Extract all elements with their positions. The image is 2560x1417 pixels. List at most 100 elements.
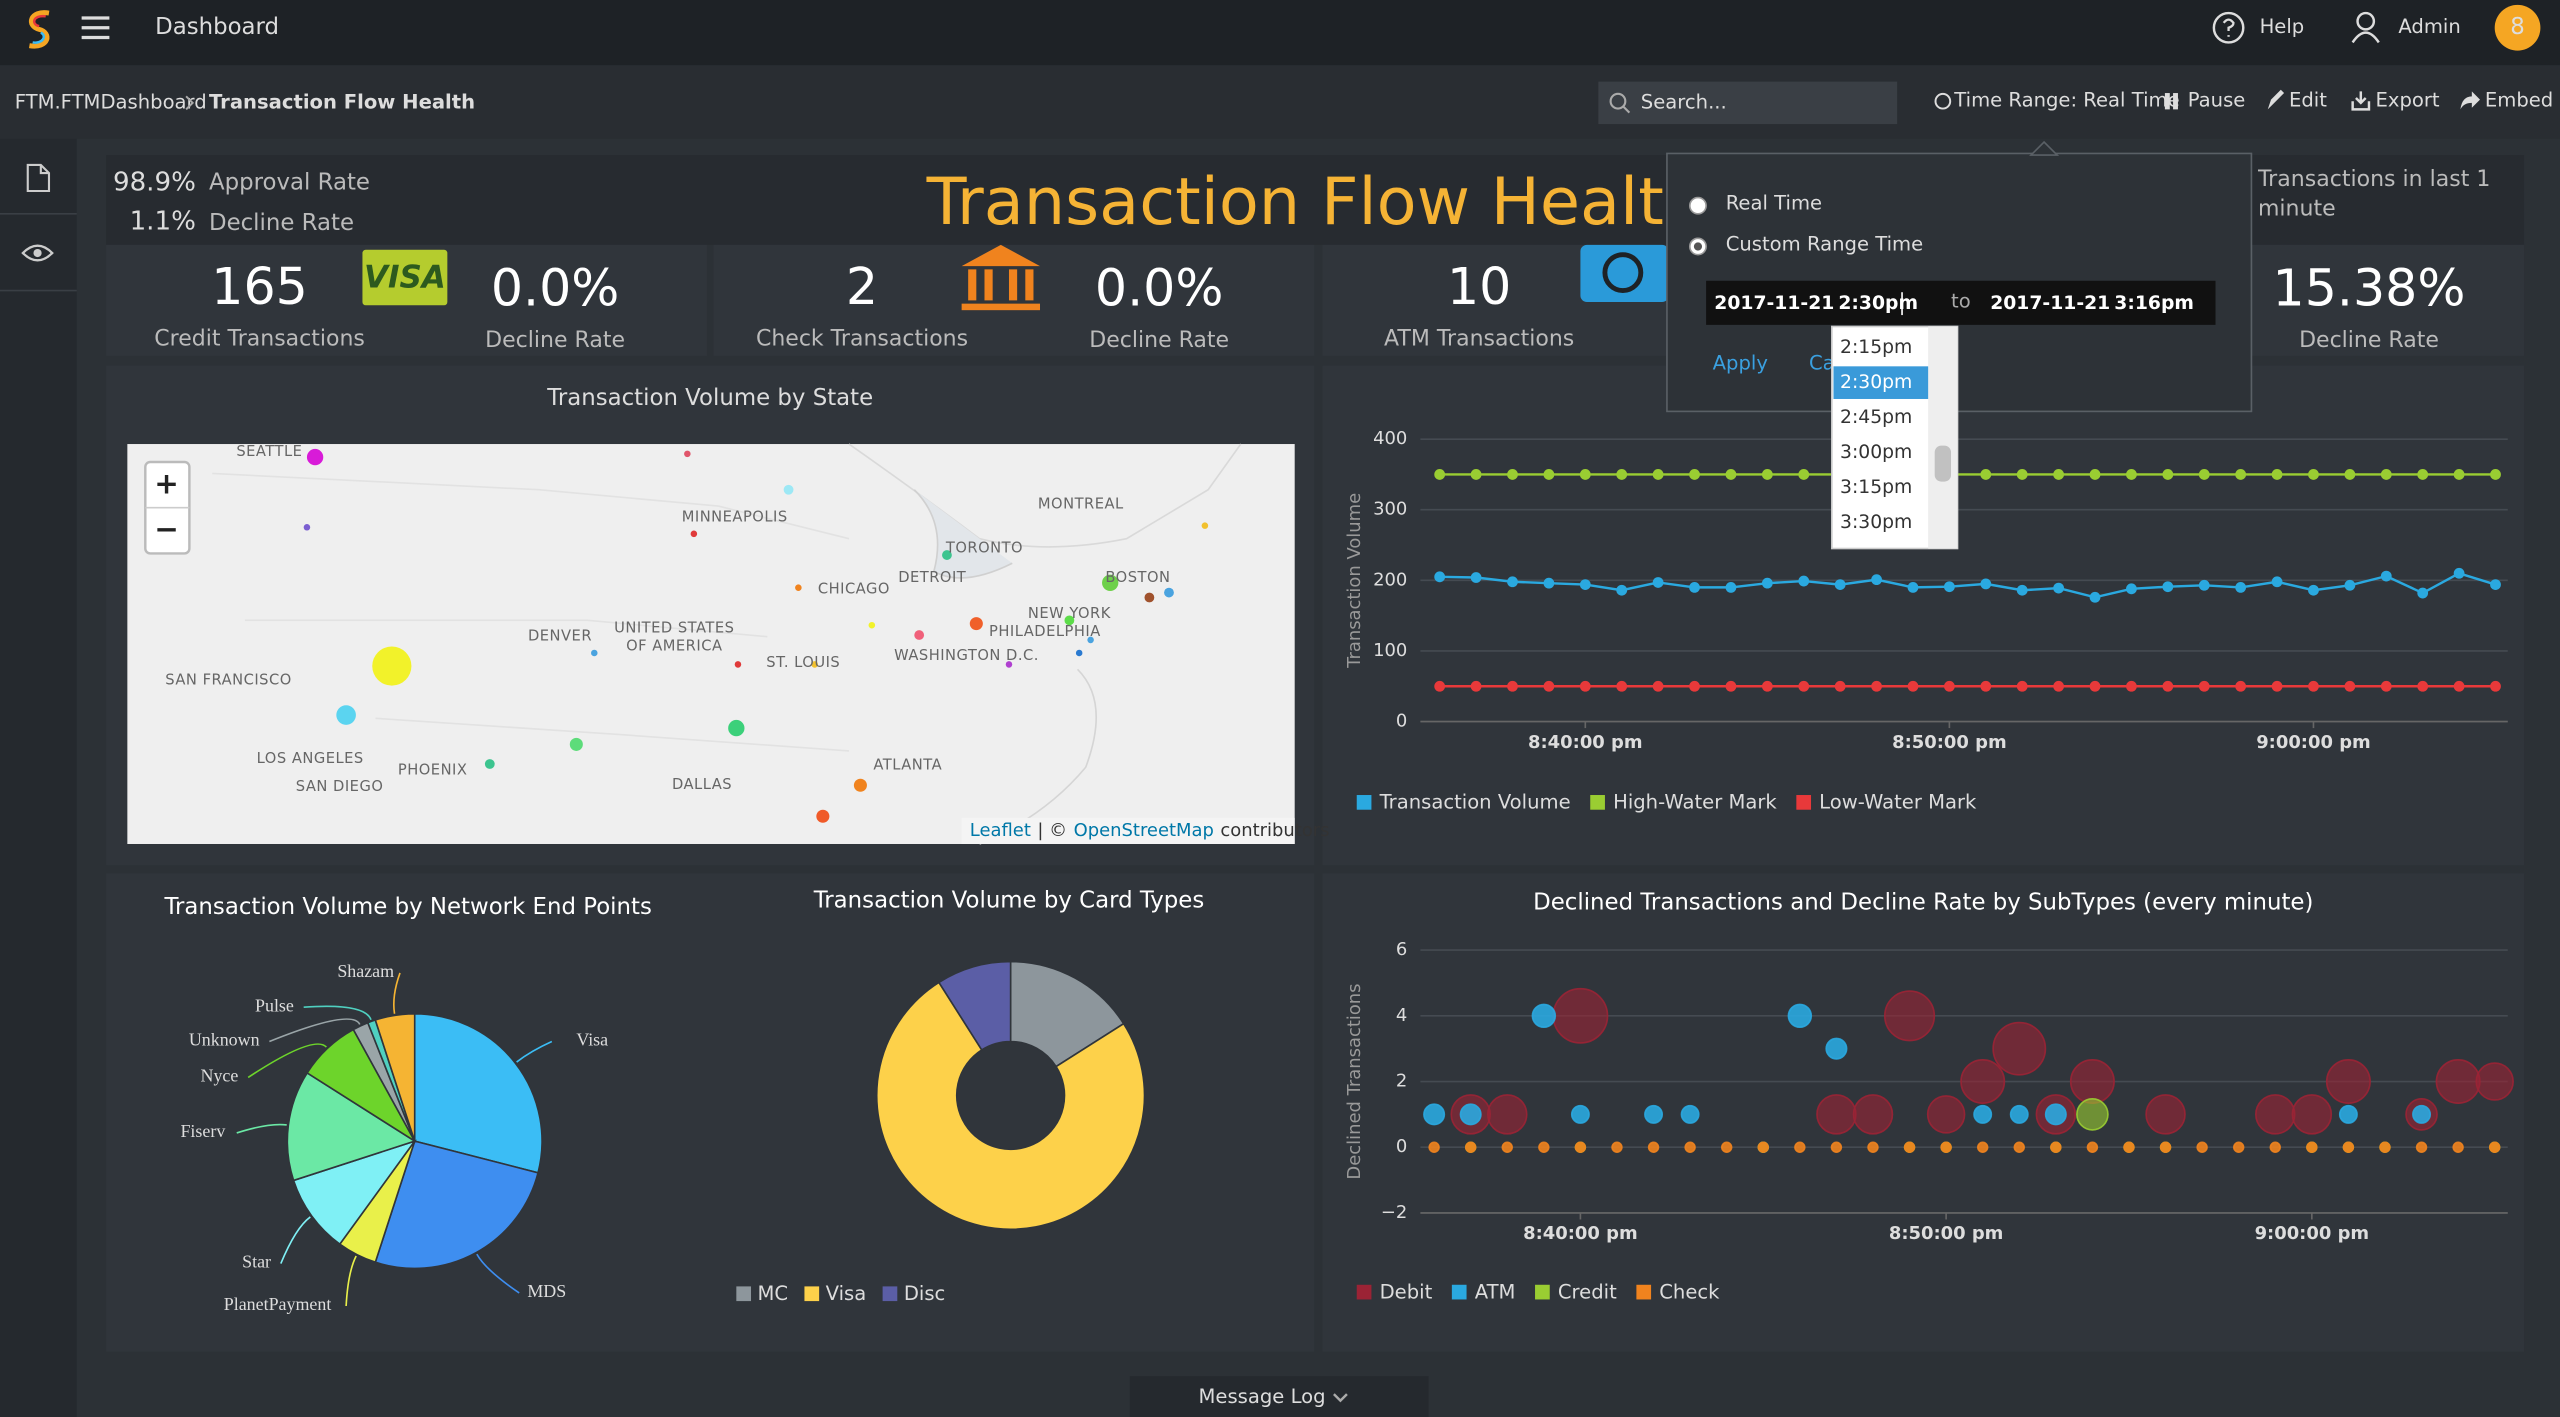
map-marker[interactable] xyxy=(372,646,412,686)
bubble xyxy=(2488,1141,2501,1153)
bubble xyxy=(1464,1141,1477,1153)
zoom-in-button[interactable]: + xyxy=(154,466,179,500)
card-count: 10 xyxy=(1447,257,1511,316)
map-marker[interactable] xyxy=(969,617,983,631)
leader-line xyxy=(247,1043,327,1079)
map-marker[interactable] xyxy=(1064,615,1075,626)
data-point xyxy=(1798,680,1810,692)
map-marker[interactable] xyxy=(942,550,952,560)
time-option[interactable]: 2:30pm xyxy=(1840,372,1912,393)
user-menu[interactable]: Admin xyxy=(2398,15,2460,38)
range-field[interactable]: 3:16pm xyxy=(2114,293,2194,314)
legend-swatch xyxy=(804,1286,820,1302)
map-marker[interactable] xyxy=(811,661,818,668)
data-point xyxy=(1507,680,1518,692)
range-field[interactable]: 2:30pm xyxy=(1838,293,1918,314)
bubble xyxy=(1883,990,1936,1042)
map-marker[interactable] xyxy=(684,450,691,458)
export-button[interactable]: Export xyxy=(2376,89,2440,112)
slice-label: Nyce xyxy=(201,1066,239,1086)
x-tick-label: 8:40:00 pm xyxy=(1528,732,1643,753)
time-option[interactable]: 2:15pm xyxy=(1840,337,1912,358)
help-icon[interactable] xyxy=(2212,11,2245,44)
donut-slice xyxy=(937,960,1012,1052)
map-marker[interactable] xyxy=(336,705,356,725)
map-marker[interactable] xyxy=(1102,574,1119,591)
decline-rate-value: 1.1% xyxy=(130,207,196,237)
data-point xyxy=(1507,576,1518,588)
map-marker[interactable] xyxy=(783,484,794,495)
time-option[interactable]: 3:30pm xyxy=(1840,512,1912,533)
city-label: LOS ANGELES xyxy=(257,750,364,767)
bank-icon-roof xyxy=(961,244,1040,267)
radio-button[interactable] xyxy=(1688,196,1707,215)
bank-icon-column xyxy=(1025,269,1034,301)
search-box[interactable] xyxy=(1598,81,1898,125)
time-range-button[interactable]: Time Range: Real Time xyxy=(1953,89,2179,112)
help-link[interactable]: Help xyxy=(2260,15,2305,38)
data-point xyxy=(1871,574,1882,586)
map-marker[interactable] xyxy=(303,524,311,531)
data-point xyxy=(1761,680,1773,692)
map-border xyxy=(212,472,850,752)
map-marker[interactable] xyxy=(1087,636,1094,644)
map-marker[interactable] xyxy=(853,778,867,792)
bank-icon-base xyxy=(961,303,1040,311)
attribution-link[interactable]: Leaflet xyxy=(970,820,1031,841)
time-option[interactable]: 3:15pm xyxy=(1840,477,1912,498)
data-point xyxy=(1543,469,1555,480)
menu-button[interactable] xyxy=(81,16,110,40)
top-bar xyxy=(0,0,2560,66)
map-marker[interactable] xyxy=(1005,661,1013,668)
map-marker[interactable] xyxy=(914,630,925,640)
map-marker[interactable] xyxy=(484,759,495,769)
time-option[interactable]: 3:00pm xyxy=(1840,442,1912,463)
message-log-tab[interactable] xyxy=(1129,1376,1429,1417)
pie-slice xyxy=(413,1012,543,1174)
range-field[interactable]: 2017-11-21 xyxy=(1714,293,1834,314)
map-marker[interactable] xyxy=(690,530,698,538)
map-marker[interactable] xyxy=(569,737,583,751)
map-marker[interactable] xyxy=(1144,592,1155,603)
data-point xyxy=(1579,680,1591,692)
card-count-label: ATM Transactions xyxy=(1384,327,1574,352)
bubble xyxy=(2338,1104,2358,1124)
map-marker[interactable] xyxy=(1201,522,1209,529)
map[interactable] xyxy=(127,444,1295,844)
user-icon xyxy=(2351,31,2380,44)
map-marker[interactable] xyxy=(795,584,802,591)
zoom-out-button[interactable]: − xyxy=(154,512,179,546)
radio-dot xyxy=(1693,242,1703,251)
avatar[interactable] xyxy=(2494,4,2541,51)
map-marker[interactable] xyxy=(1164,587,1174,598)
map-marker[interactable] xyxy=(306,448,324,466)
data-point xyxy=(1579,469,1591,480)
view-icon[interactable] xyxy=(21,244,54,262)
data-point xyxy=(1980,680,1992,692)
cancel-button[interactable]: Ca xyxy=(1809,352,1835,375)
logo[interactable] xyxy=(28,10,50,49)
legend-label: Check xyxy=(1659,1280,1720,1303)
attribution-link[interactable]: OpenStreetMap xyxy=(1074,820,1214,841)
pause-button[interactable]: Pause xyxy=(2188,89,2246,112)
time-option[interactable]: 2:45pm xyxy=(1840,407,1912,428)
pages-icon[interactable] xyxy=(26,163,51,193)
data-point xyxy=(2271,680,2283,692)
data-point xyxy=(1761,577,1773,589)
charts: 0 100 200 300 400 8:40:00 pm 8:50:00 pm 9:00:00… xyxy=(163,428,2514,1314)
map-marker[interactable] xyxy=(728,719,745,737)
breadcrumb-parent[interactable]: FTM.FTMDashboard xyxy=(15,90,207,113)
bubble xyxy=(1684,1141,1696,1153)
map-marker[interactable] xyxy=(734,661,742,668)
map-marker[interactable] xyxy=(1075,649,1083,657)
range-field[interactable]: 2017-11-21 xyxy=(1990,293,2110,314)
apply-button[interactable]: Apply xyxy=(1713,352,1768,375)
map-marker[interactable] xyxy=(591,649,598,657)
map-marker[interactable] xyxy=(868,621,876,629)
map-marker[interactable] xyxy=(816,809,830,823)
edit-button[interactable]: Edit xyxy=(2289,89,2327,112)
embed-button[interactable]: Embed xyxy=(2485,89,2553,112)
data-point xyxy=(2380,469,2392,480)
data-point xyxy=(2198,579,2210,591)
data-point xyxy=(2016,584,2028,596)
